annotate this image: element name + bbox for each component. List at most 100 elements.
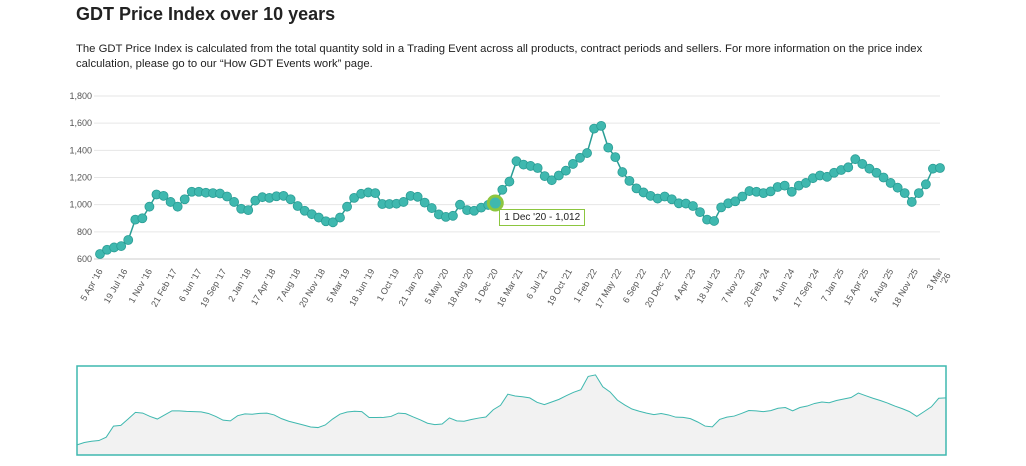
y-tick-label: 1,800 (69, 91, 92, 101)
x-tick-label: 20 Feb '24 (742, 267, 772, 309)
data-point (398, 197, 409, 207)
navigator-area (77, 374, 946, 455)
data-point (765, 186, 776, 197)
x-tick-label: 18 Jun '19 (347, 267, 376, 308)
data-point (850, 154, 861, 165)
data-point (419, 197, 430, 208)
y-tick-label: 800 (77, 227, 92, 237)
data-point (370, 188, 381, 199)
x-tick-label: 1 Nov '16 (127, 267, 155, 305)
data-point (935, 163, 945, 173)
x-tick-label: 2 Jan '18 (226, 267, 253, 303)
x-tick-label: 15 Apr '25 (842, 267, 871, 307)
data-point (892, 182, 903, 193)
x-tick-label: 5 Aug '25 (868, 267, 895, 304)
data-point (342, 201, 352, 212)
data-point (95, 249, 105, 259)
x-tick-label: 21 Jan '20 (397, 267, 426, 308)
data-point (285, 194, 296, 205)
y-tick-label: 600 (77, 254, 92, 264)
data-point (426, 203, 437, 213)
data-point (448, 210, 458, 221)
x-tick-label: 1 Oct '19 (375, 267, 402, 303)
x-tick-label: 1 Dec '20 (472, 267, 500, 305)
data-point (857, 159, 868, 169)
data-point (116, 241, 127, 251)
x-tick-label: 18 Aug '20 (446, 267, 476, 309)
data-point (292, 201, 303, 211)
data-point (158, 190, 169, 201)
data-point (800, 178, 811, 188)
x-tick-label: 4 Jun '24 (770, 267, 797, 303)
data-point (560, 165, 571, 176)
data-point (546, 175, 557, 186)
data-point (913, 188, 924, 199)
x-tick-label: 6 Sep '22 (621, 267, 649, 305)
data-point (920, 179, 931, 190)
tooltip: 1 Dec '20 - 1,012 (499, 209, 586, 227)
data-point (455, 199, 465, 210)
data-point (553, 170, 564, 181)
navigator-window[interactable] (76, 365, 947, 456)
data-point (596, 120, 607, 131)
x-tick-label: 19 Jul '16 (102, 267, 130, 305)
data-point (222, 191, 232, 202)
data-point (532, 163, 543, 173)
x-tick-label: 19 Oct '21 (545, 267, 574, 307)
highlighted-point (486, 194, 504, 212)
x-tick-label: 4 Apr '23 (671, 267, 697, 303)
description: The GDT Price Index is calculated from t… (76, 43, 923, 70)
data-point (871, 167, 882, 178)
series-line (99, 124, 941, 255)
data-point (885, 178, 896, 188)
data-point (172, 201, 183, 212)
data-point (878, 172, 889, 183)
data-point (165, 197, 176, 207)
data-point (603, 142, 614, 153)
data-point (779, 180, 790, 191)
data-point (582, 148, 592, 158)
data-point (335, 212, 345, 223)
data-point (412, 191, 423, 202)
data-point (695, 207, 705, 218)
data-point (709, 216, 720, 226)
data-point (730, 196, 741, 207)
data-point (568, 159, 578, 169)
x-tick-label: 21 Feb '17 (149, 267, 179, 309)
data-point (786, 186, 797, 197)
data-point (229, 197, 240, 207)
x-tick-label: 7 Nov '23 (720, 267, 748, 305)
y-tick-label: 1,000 (69, 200, 92, 210)
navigator-line (76, 374, 947, 446)
x-tick-label: 5 Apr '16 (78, 267, 104, 303)
x-tick-label: 17 Apr '18 (249, 267, 278, 307)
data-point (843, 162, 854, 173)
data-point (123, 235, 134, 245)
x-tick-label: 18 Jul '23 (695, 267, 723, 305)
y-tick-label: 1,600 (69, 118, 92, 128)
x-tick-label: 7 Jan '25 (819, 267, 846, 303)
data-point (899, 188, 910, 199)
x-tick-label: 5 May '20 (423, 267, 451, 306)
data-point (617, 167, 628, 177)
data-point (243, 205, 254, 216)
data-point (144, 201, 155, 212)
x-tick-label: 1 Feb '22 (572, 267, 599, 304)
y-tick-label: 1,400 (69, 145, 92, 155)
x-tick-label: 6 Jul '21 (524, 267, 549, 301)
data-point (624, 175, 635, 186)
data-point (179, 194, 190, 205)
data-point (504, 176, 515, 187)
data-point (688, 201, 698, 211)
x-tick-label: 16 Mar '21 (495, 267, 525, 309)
x-tick-label: 5 Mar '19 (325, 267, 352, 304)
data-point (737, 191, 748, 202)
page-title: GDT Price Index over 10 years (76, 4, 336, 24)
data-point (328, 217, 338, 228)
data-point (575, 152, 585, 163)
data-point (906, 197, 917, 207)
y-tick-label: 1,200 (69, 173, 92, 183)
data-point (497, 184, 508, 195)
x-tick-label: 7 Aug '18 (275, 267, 302, 304)
